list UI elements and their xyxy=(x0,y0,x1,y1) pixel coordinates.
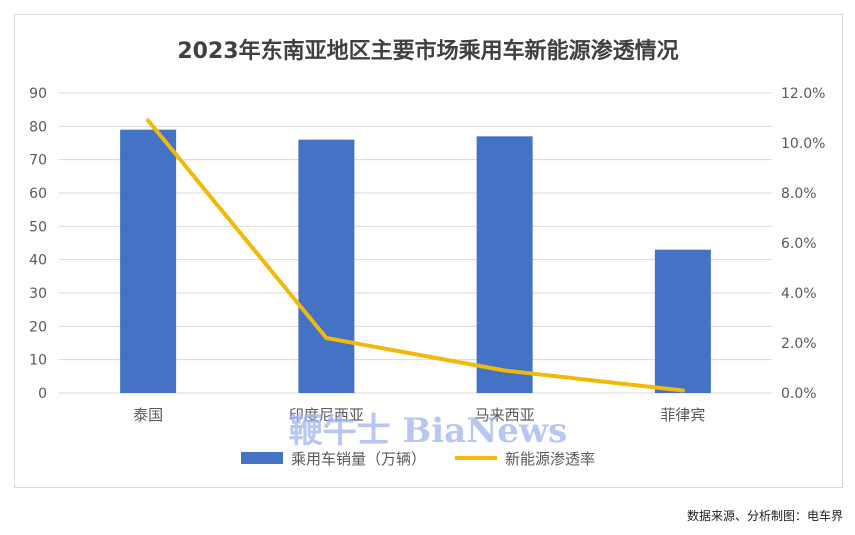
legend: 乘用车销量（万辆） 新能源渗透率 xyxy=(241,450,595,468)
category-label: 泰国 xyxy=(133,406,163,424)
chart-svg: 2023年东南亚地区主要市场乘用车新能源渗透情况 0 10 20 30 40 50 60 70… xyxy=(29,38,825,468)
right-axis: 0.0% 2.0% 4.0% 6.0% 8.0% 10.0% 12.0% xyxy=(781,86,825,402)
y-right-tick-label: 6.0% xyxy=(781,236,817,252)
y-right-tick-label: 8.0% xyxy=(781,186,817,202)
bar xyxy=(298,139,355,393)
y-right-tick-label: 4.0% xyxy=(781,286,817,302)
legend-line-label: 新能源渗透率 xyxy=(505,450,595,468)
source-note: 数据来源、分析制图：电车界 xyxy=(686,509,843,523)
category-axis: 泰国 印度尼西亚 马来西亚 菲律宾 xyxy=(133,406,705,424)
category-label: 菲律宾 xyxy=(660,406,705,424)
chart-frame: 2023年东南亚地区主要市场乘用车新能源渗透情况 0 10 20 30 40 50 60 70… xyxy=(14,14,843,488)
y-left-tick-label: 50 xyxy=(29,219,47,235)
bar xyxy=(654,249,711,393)
y-right-tick-label: 0.0% xyxy=(781,386,817,402)
left-axis: 0 10 20 30 40 50 60 70 80 90 xyxy=(29,86,47,402)
line-point xyxy=(680,388,685,393)
y-left-tick-label: 20 xyxy=(29,319,47,335)
y-left-tick-label: 60 xyxy=(29,186,47,202)
y-left-tick-label: 0 xyxy=(38,386,47,402)
line-point xyxy=(502,368,507,373)
y-left-tick-label: 30 xyxy=(29,286,47,302)
legend-bar-label: 乘用车销量（万辆） xyxy=(291,450,426,468)
bar xyxy=(120,129,177,393)
line-point xyxy=(146,118,151,123)
chart-title: 2023年东南亚地区主要市场乘用车新能源渗透情况 xyxy=(177,38,678,64)
bar xyxy=(476,136,533,393)
y-left-tick-label: 80 xyxy=(29,119,47,135)
y-right-tick-label: 2.0% xyxy=(781,336,817,352)
bar-series xyxy=(120,129,711,393)
category-label: 马来西亚 xyxy=(475,406,535,424)
y-left-tick-label: 40 xyxy=(29,253,47,269)
line-point xyxy=(324,336,329,340)
category-label: 印度尼西亚 xyxy=(289,406,364,424)
y-left-tick-label: 90 xyxy=(29,86,47,102)
line-series xyxy=(146,118,685,393)
legend-bar-swatch xyxy=(241,452,283,464)
y-left-tick-label: 70 xyxy=(29,153,47,169)
y-left-tick-label: 10 xyxy=(29,353,47,369)
line-series-path xyxy=(146,118,685,393)
grid-layer xyxy=(59,92,772,394)
watermark: 鞭牛士 BiaNews xyxy=(289,411,568,451)
y-right-tick-label: 10.0% xyxy=(781,136,825,152)
y-right-tick-label: 12.0% xyxy=(781,86,825,102)
